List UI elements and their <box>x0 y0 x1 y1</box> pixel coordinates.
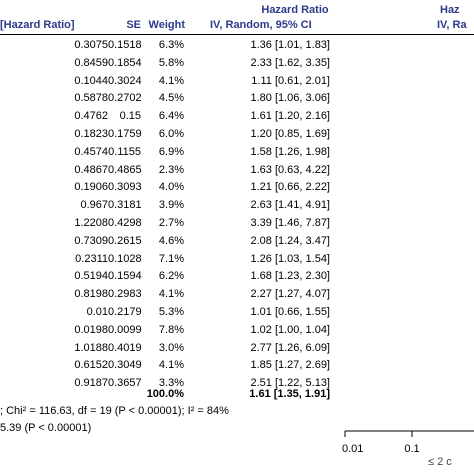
log-hr-cell: 0.1906 <box>74 181 108 193</box>
log-hr-cell: 0.5878 <box>74 92 108 104</box>
hr-ci-cell: 2.27 [1.27, 4.07] <box>250 288 330 300</box>
se-cell: 0.3181 <box>108 199 142 211</box>
se-cell: 0.3093 <box>108 181 142 193</box>
weight-cell: 2.3% <box>158 164 184 176</box>
hr-ci-cell: 1.85 [1.27, 2.69] <box>250 359 330 371</box>
hr-ci-cell: 1.80 [1.06, 3.06] <box>250 92 330 104</box>
weight-cell: 6.9% <box>158 146 184 158</box>
weight-cell: 3.3% <box>158 377 184 389</box>
log-hr-cell: 0.9187 <box>74 377 108 389</box>
log-hr-cell: 0.1823 <box>74 128 108 140</box>
plot-header: Haz <box>440 4 460 16</box>
hr-ci-cell: 2.08 [1.24, 3.47] <box>250 235 330 247</box>
weight-cell: 6.2% <box>158 270 184 282</box>
se-cell: 0.2983 <box>108 288 142 300</box>
se-cell: 0.2179 <box>108 306 142 318</box>
log-hr-cell: 0.6152 <box>74 359 108 371</box>
weight-cell: 7.1% <box>158 253 184 265</box>
weight-cell: 4.1% <box>158 288 184 300</box>
axis-favours-note: ≤ 2 c <box>428 456 452 468</box>
se-cell: 0.3657 <box>108 377 142 389</box>
se-cell: 0.4865 <box>108 164 142 176</box>
weight-cell: 3.0% <box>158 342 184 354</box>
weight-cell: 2.7% <box>158 217 184 229</box>
axis-tick-label: 0.01 <box>342 443 363 455</box>
hr-ci-cell: 1.26 [1.03, 1.54] <box>250 253 330 265</box>
hr-ci-cell: 1.61 [1.20, 2.16] <box>250 110 330 122</box>
hr-ci-cell: 1.02 [1.00, 1.04] <box>250 324 330 336</box>
hazard-ratio-header: Hazard Ratio <box>261 4 329 16</box>
hr-ci-cell: 1.63 [0.63, 4.22] <box>250 164 330 176</box>
weight-cell: 6.4% <box>158 110 184 122</box>
se-cell: 0.3024 <box>108 75 142 87</box>
log-hr-cell: 0.7309 <box>74 235 108 247</box>
hr-ci-cell: 1.01 [0.66, 1.55] <box>250 306 330 318</box>
log-hr-cell: 0.01 <box>86 306 108 318</box>
axis-tick-label: 0.1 <box>404 443 419 455</box>
weight-cell: 6.3% <box>158 39 184 51</box>
hr-ci-cell: 2.63 [1.41, 4.91] <box>250 199 330 211</box>
hr-ci-cell: 1.20 [0.85, 1.69] <box>250 128 330 140</box>
weight-cell: 7.8% <box>158 324 184 336</box>
hr-ci-cell: 1.11 [0.61, 2.01] <box>251 75 330 87</box>
hr-ci-cell: 2.51 [1.22, 5.13] <box>250 377 330 389</box>
hr-ci-cell: 1.36 [1.01, 1.83] <box>250 39 330 51</box>
header-divider <box>0 34 474 35</box>
weight-header: Weight <box>148 19 185 31</box>
overall-effect-text: 5.39 (P < 0.00001) <box>0 422 92 434</box>
se-cell: 0.1155 <box>108 146 141 158</box>
log-hazard-ratio-header: [Hazard Ratio] <box>0 19 75 31</box>
hr-ci-cell: 1.21 [0.66, 2.22] <box>250 181 330 193</box>
hr-ci-header: IV, Random, 95% CI <box>210 19 312 31</box>
weight-cell: 4.0% <box>158 181 184 193</box>
log-hr-cell: 0.4574 <box>74 146 108 158</box>
heterogeneity-text: ; Chi² = 116.63, df = 19 (P < 0.00001); … <box>0 405 229 417</box>
log-hr-cell: 0.4762 <box>74 110 108 122</box>
se-cell: 0.1854 <box>108 57 142 69</box>
hr-ci-cell: 3.39 [1.46, 7.87] <box>250 217 330 229</box>
se-cell: 0.1594 <box>108 270 142 282</box>
weight-cell: 4.1% <box>158 359 184 371</box>
weight-cell: 5.3% <box>158 306 184 318</box>
log-hr-cell: 0.0198 <box>74 324 108 336</box>
weight-cell: 3.9% <box>158 199 184 211</box>
weight-cell: 5.8% <box>158 57 184 69</box>
hr-ci-cell: 1.58 [1.26, 1.98] <box>250 146 330 158</box>
log-hr-cell: 0.8459 <box>74 57 108 69</box>
hr-ci-cell: 2.77 [1.26, 6.09] <box>250 342 330 354</box>
log-hr-cell: 0.3075 <box>74 39 108 51</box>
se-cell: 0.1518 <box>108 39 142 51</box>
se-cell: 0.4019 <box>108 342 142 354</box>
log-hr-cell: 1.0188 <box>74 342 108 354</box>
se-cell: 0.4298 <box>108 217 142 229</box>
weight-cell: 6.0% <box>158 128 184 140</box>
total-weight: 100.0% <box>146 388 184 400</box>
total-hazard-ratio: 1.61 [1.35, 1.91] <box>249 388 330 400</box>
se-cell: 0.2702 <box>108 92 142 104</box>
se-cell: 0.3049 <box>108 359 142 371</box>
se-cell: 0.0099 <box>108 324 142 336</box>
hr-ci-cell: 2.33 [1.62, 3.35] <box>250 57 330 69</box>
hr-ci-cell: 1.68 [1.23, 2.30] <box>250 270 330 282</box>
log-hr-cell: 0.5194 <box>74 270 108 282</box>
weight-cell: 4.6% <box>158 235 184 247</box>
log-hr-cell: 0.1044 <box>74 75 108 87</box>
se-cell: 0.1759 <box>108 128 142 140</box>
weight-cell: 4.5% <box>158 92 184 104</box>
log-hr-cell: 0.967 <box>80 199 108 211</box>
log-hr-cell: 0.8198 <box>74 288 108 300</box>
se-cell: 0.1028 <box>108 253 142 265</box>
log-hr-cell: 0.4867 <box>74 164 108 176</box>
plot-subheader: IV, Ra <box>437 19 467 31</box>
se-cell: 0.2615 <box>108 235 142 247</box>
log-hr-cell: 0.2311 <box>75 253 108 265</box>
log-hr-cell: 1.2208 <box>74 217 108 229</box>
se-header: SE <box>126 19 141 31</box>
se-cell: 0.15 <box>119 110 141 122</box>
weight-cell: 4.1% <box>158 75 184 87</box>
